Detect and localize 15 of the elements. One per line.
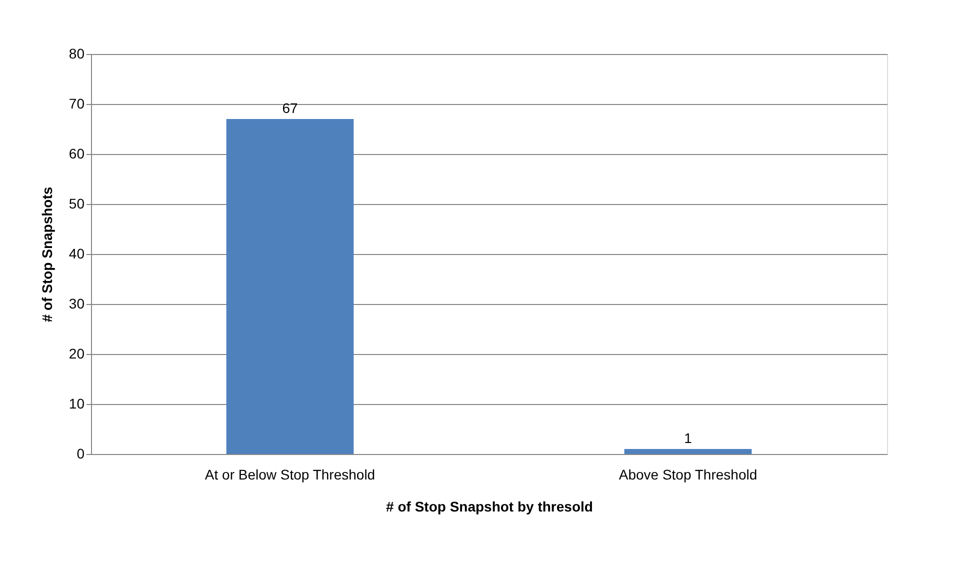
y-tick-label: 60 — [68, 146, 85, 162]
y-tick-label: 70 — [68, 96, 85, 112]
y-tick-label: 50 — [68, 196, 85, 212]
data-label: 67 — [282, 100, 298, 116]
data-label: 1 — [684, 430, 692, 446]
y-tick-label: 0 — [76, 446, 85, 462]
y-tick-label: 30 — [68, 296, 85, 312]
y-tick-label: 80 — [68, 46, 85, 62]
x-axis-title: # of Stop Snapshot by thresold — [386, 498, 593, 514]
y-tick-label: 40 — [68, 246, 85, 262]
y-axis-title: # of Stop Snapshots — [38, 186, 55, 322]
x-tick-label: Above Stop Threshold — [618, 466, 758, 482]
y-tick-label: 20 — [68, 346, 85, 362]
y-tick-label: 10 — [68, 396, 85, 412]
x-tick-label: At or Below Stop Threshold — [204, 466, 376, 482]
